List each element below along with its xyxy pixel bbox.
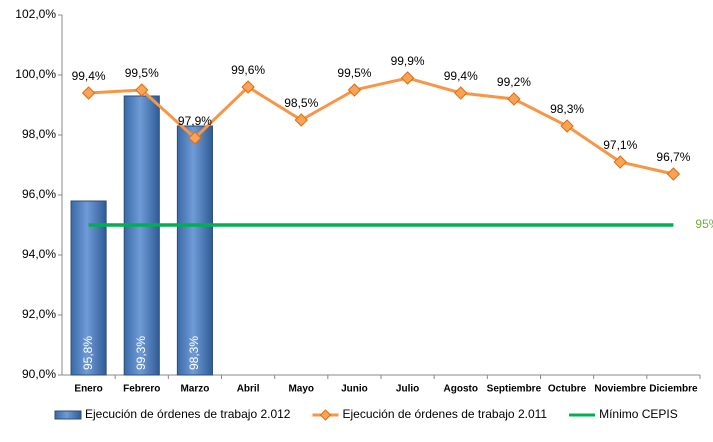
value-label: 98,3% [550, 102, 584, 116]
y-tick-label: 98,0% [22, 127, 56, 141]
x-tick-label: Octubre [548, 384, 587, 395]
x-tick-label: Febrero [123, 384, 160, 395]
value-label: 99,5% [125, 66, 159, 80]
value-label: 98,5% [284, 96, 318, 110]
y-tick-label: 94,0% [22, 247, 56, 261]
legend-label: Ejecución de órdenes de trabajo 2.012 [85, 407, 291, 421]
x-tick-label: Noviembre [594, 384, 646, 395]
y-tick-label: 90,0% [22, 367, 56, 381]
x-tick-label: Junio [341, 384, 368, 395]
y-tick-label: 92,0% [22, 307, 56, 321]
x-tick-label: Julio [396, 384, 419, 395]
x-tick-label: Agosto [444, 384, 478, 395]
bar [123, 95, 160, 376]
x-tick-label: Septiembre [487, 384, 542, 395]
x-tick-label: Diciembre [649, 384, 698, 395]
marker [613, 155, 627, 169]
marker [188, 131, 202, 145]
legend-label: Mínimo CEPIS [599, 407, 678, 421]
marker [400, 71, 415, 85]
y-tick-label: 96,0% [22, 187, 56, 201]
bar-value-label: 95,8% [81, 336, 95, 370]
marker [241, 80, 255, 94]
bar [176, 125, 213, 376]
x-tick-label: Abril [237, 384, 260, 395]
x-tick-label: Mayo [288, 384, 314, 395]
value-label: 99,5% [337, 66, 371, 80]
marker [135, 83, 149, 97]
marker [81, 86, 96, 100]
marker [560, 119, 574, 133]
legend-swatch [54, 410, 82, 420]
value-label: 99,4% [72, 69, 106, 83]
value-label: 95% [695, 217, 713, 231]
marker [454, 86, 468, 100]
bar-value-label: 98,3% [187, 336, 201, 370]
value-label: 99,6% [231, 63, 265, 77]
line [88, 76, 674, 176]
bar-value-label: 99,3% [134, 336, 148, 370]
bar [70, 200, 107, 376]
value-label: 99,9% [391, 54, 425, 68]
value-label: 97,9% [178, 114, 212, 128]
x-tick-label: Marzo [180, 384, 209, 395]
value-label: 96,7% [656, 150, 690, 164]
y-tick-label: 102,0% [15, 7, 56, 21]
value-label: 99,4% [444, 69, 478, 83]
value-label: 99,2% [497, 75, 531, 89]
y-tick-label: 100,0% [15, 67, 56, 81]
marker [666, 167, 681, 181]
legend-label: Ejecución de órdenes de trabajo 2.011 [342, 407, 547, 421]
marker [294, 113, 308, 127]
legend-marker [319, 409, 332, 421]
marker [347, 83, 362, 97]
value-label: 97,1% [603, 138, 637, 152]
x-tick-label: Enero [74, 384, 102, 395]
marker [507, 92, 521, 106]
